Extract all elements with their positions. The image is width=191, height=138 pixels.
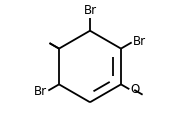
Text: Br: Br	[34, 85, 47, 98]
Text: Br: Br	[83, 4, 97, 17]
Text: Br: Br	[133, 35, 146, 48]
Text: O: O	[130, 83, 139, 96]
